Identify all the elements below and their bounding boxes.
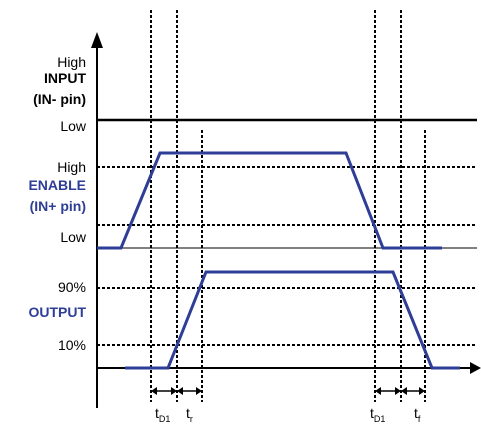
timing-arrows bbox=[151, 387, 425, 395]
input-pin-label: (IN- pin) bbox=[33, 91, 86, 107]
output-title-label: OUTPUT bbox=[28, 304, 86, 320]
td1-right-label: tD1 bbox=[370, 405, 385, 424]
output-90-label: 90% bbox=[58, 279, 86, 295]
output-waveform bbox=[125, 270, 460, 370]
enable-high-label: High bbox=[57, 159, 86, 175]
y-axis-arrowhead bbox=[91, 32, 103, 48]
enable-title-label: ENABLE bbox=[28, 177, 86, 193]
input-title-label: INPUT bbox=[44, 70, 86, 86]
horizontal-reference-lines bbox=[97, 166, 477, 346]
enable-waveform bbox=[97, 151, 442, 250]
vertical-timing-markers bbox=[150, 10, 426, 402]
td1-left-label: tD1 bbox=[155, 405, 170, 424]
output-10-label: 10% bbox=[58, 337, 86, 353]
input-low-label: Low bbox=[60, 118, 87, 134]
tr-label: tr bbox=[186, 405, 193, 424]
x-axis-arrowhead bbox=[470, 362, 481, 374]
enable-low-label: Low bbox=[60, 229, 87, 245]
enable-pin-label: (IN+ pin) bbox=[30, 198, 86, 214]
tf-label: tf bbox=[414, 405, 421, 424]
input-high-label: High bbox=[57, 54, 86, 70]
